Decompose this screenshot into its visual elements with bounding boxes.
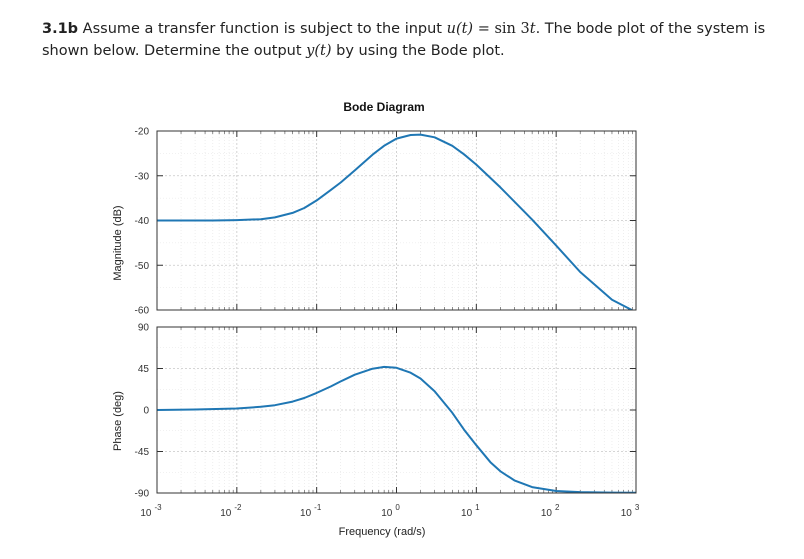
- chart-title: Bode Diagram: [343, 100, 424, 114]
- y-tick-label: -40: [135, 216, 150, 227]
- x-tick-label: 101: [461, 503, 480, 519]
- question-text-part: shown below. Determine the output: [42, 43, 307, 59]
- y-tick-label: -45: [135, 447, 150, 458]
- phase-axis-label: Phase (deg): [112, 391, 124, 451]
- sine-expression: sin 3: [494, 21, 530, 37]
- question-line-1: 3.1b Assume a transfer function is subje…: [42, 18, 782, 40]
- x-tick-label: 10-3: [140, 503, 162, 519]
- plot-area: [157, 327, 636, 493]
- x-tick-label: 102: [541, 503, 560, 519]
- series-line: [157, 133, 634, 310]
- y-tick-label: 0: [143, 406, 149, 417]
- y-tick-label: -50: [135, 261, 150, 272]
- x-tick-label: 10-2: [220, 503, 242, 519]
- magnitude-axis-label: Magnitude (dB): [112, 205, 124, 280]
- x-tick-label: 103: [621, 503, 640, 519]
- plot-frame: [156, 130, 637, 311]
- input-signal-symbol: u(t): [446, 21, 474, 37]
- y-tick-label: -20: [135, 127, 150, 138]
- question-text-part: by using the Bode plot.: [331, 43, 505, 59]
- question-line-2: shown below. Determine the output y(t) b…: [42, 40, 782, 62]
- x-tick-label: 10-1: [300, 503, 322, 519]
- frequency-axis-label: Frequency (rad/s): [339, 526, 426, 538]
- question-text-part: Assume a transfer function is subject to…: [78, 21, 447, 37]
- output-signal-symbol: y(t): [306, 43, 332, 59]
- time-variable: t: [529, 21, 536, 37]
- y-tick-label: -90: [135, 489, 150, 500]
- magnitude-plot: -20 -30 -40 -50 -60: [135, 127, 637, 317]
- question-text-part: . The bode plot of the system is: [535, 21, 766, 37]
- y-tick-label: -30: [135, 171, 150, 182]
- y-tick-label: 90: [138, 323, 150, 334]
- phase-plot: 90 45 0 -45 -90 10-3 10-2 10-1 100 101 102 103: [135, 323, 640, 520]
- question-text: 3.1b Assume a transfer function is subje…: [42, 18, 782, 62]
- question-number: 3.1b: [42, 21, 79, 37]
- equals-sign: =: [473, 21, 495, 37]
- y-tick-label: -60: [135, 306, 150, 317]
- series-line: [157, 365, 636, 493]
- x-tick-label: 100: [381, 503, 400, 519]
- y-tick-label: 45: [138, 364, 150, 375]
- plot-frame: [156, 326, 637, 494]
